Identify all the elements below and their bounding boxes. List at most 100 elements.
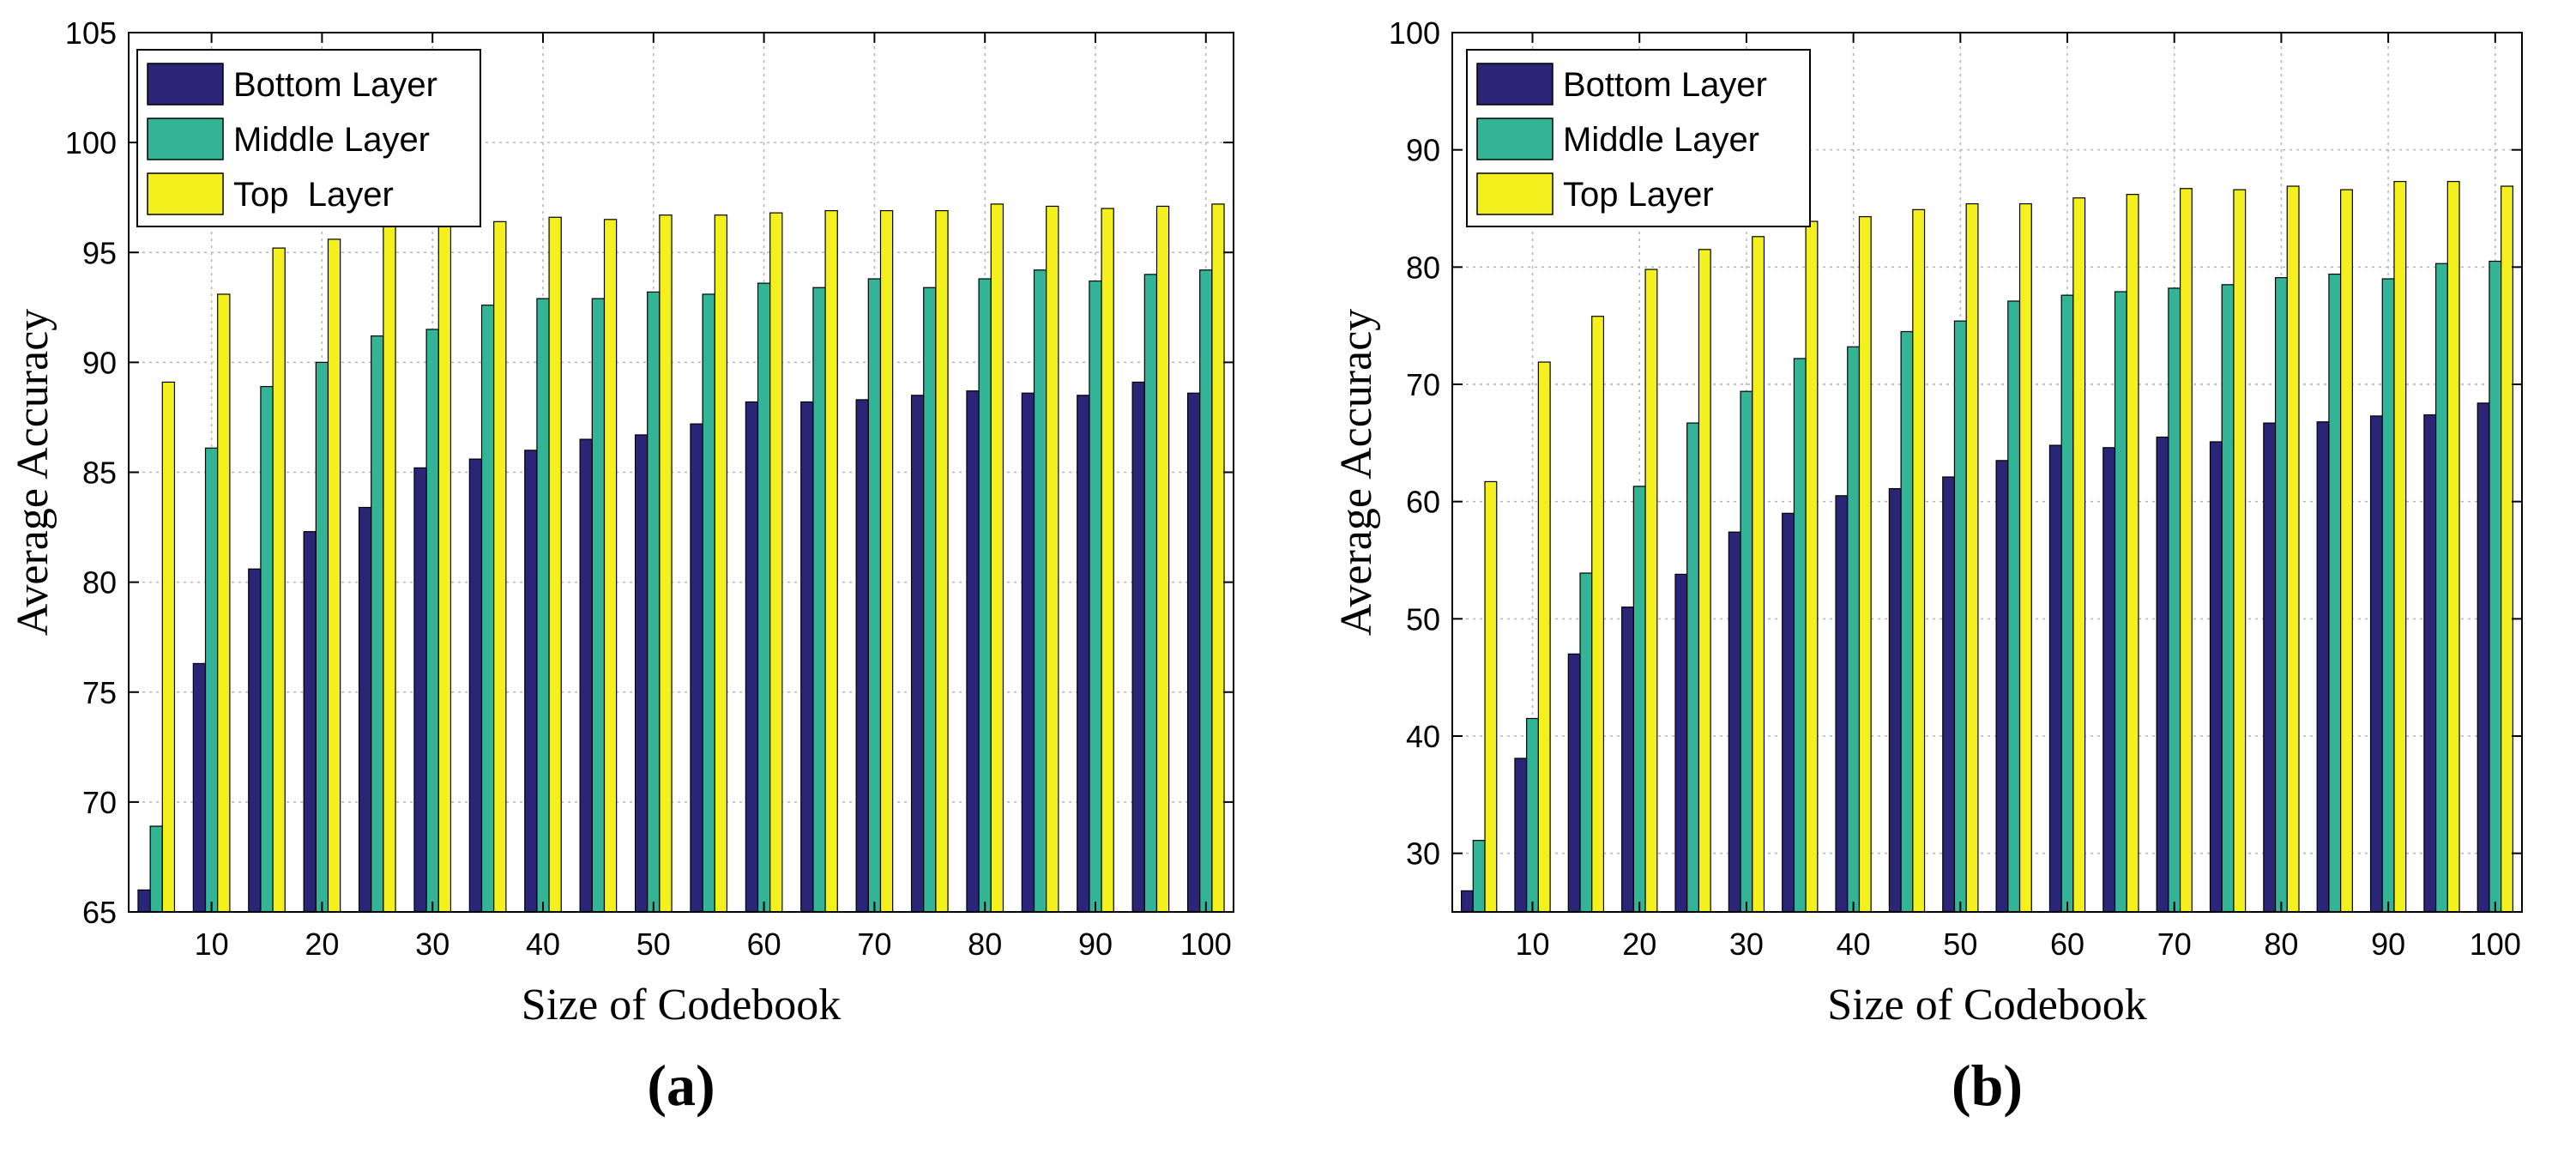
x-tick-label: 60: [747, 927, 781, 962]
bar: [1686, 422, 1700, 913]
panel-label: (b): [1952, 1053, 2023, 1118]
bar: [1526, 717, 1539, 913]
bar: [2018, 202, 2032, 913]
legend-swatch: [1476, 172, 1553, 215]
bar: [824, 209, 838, 913]
bar: [812, 287, 826, 913]
bar: [2316, 421, 2330, 913]
x-tick-label: 20: [305, 927, 339, 962]
legend-label: Top Layer: [1563, 176, 1714, 214]
y-tick-label: 70: [82, 785, 117, 820]
bar: [2369, 415, 2383, 913]
bar: [2393, 180, 2407, 913]
bar: [315, 361, 329, 913]
bar: [2274, 277, 2288, 913]
bar: [1942, 476, 1956, 913]
bar: [800, 401, 814, 913]
x-tick-label: 60: [2050, 927, 2084, 962]
bar: [867, 278, 882, 913]
x-tick-label: 80: [968, 927, 1002, 962]
bar: [647, 291, 661, 913]
bar: [1579, 572, 1593, 913]
bar: [659, 214, 673, 913]
bar: [1567, 653, 1581, 913]
bar: [2102, 447, 2116, 913]
legend-swatch: [1476, 118, 1553, 160]
bar: [371, 335, 384, 913]
bar: [1155, 205, 1170, 913]
x-tick-label: 100: [1180, 927, 1232, 962]
bar: [2179, 188, 2193, 913]
bar: [935, 209, 949, 913]
bar: [1965, 202, 1979, 913]
bar: [757, 282, 771, 913]
bar: [161, 381, 176, 913]
bar: [524, 450, 538, 913]
bar: [1835, 495, 1849, 913]
bar: [1740, 390, 1753, 913]
legend-label: Middle Layer: [1563, 121, 1759, 159]
bar: [1847, 346, 1861, 913]
x-axis-title: Size of Codebook: [522, 981, 842, 1029]
bar: [2286, 185, 2300, 913]
series-top-layer: [1484, 180, 2514, 913]
bar: [1912, 208, 1926, 913]
bar: [910, 395, 925, 913]
bar: [1674, 573, 1688, 913]
bar: [1621, 607, 1634, 913]
bar: [2072, 197, 2086, 913]
bar: [1728, 531, 1741, 913]
x-axis-title: Size of Codebook: [1827, 981, 2147, 1029]
panel-label: (a): [647, 1053, 715, 1118]
x-tick-label: 80: [2264, 927, 2298, 962]
bar: [1131, 381, 1145, 913]
bar: [1021, 392, 1035, 913]
legend-swatch: [1476, 63, 1553, 106]
bar: [437, 220, 452, 913]
y-tick-label: 100: [1389, 15, 1440, 51]
bar: [1460, 890, 1474, 913]
x-tick-label: 40: [526, 927, 560, 962]
y-tick-label: 80: [1406, 250, 1440, 285]
x-tick-label: 70: [857, 927, 891, 962]
bar: [1101, 208, 1114, 913]
bar: [634, 434, 649, 913]
bar: [217, 293, 231, 913]
bar: [137, 889, 151, 913]
series-middle-layer: [149, 269, 1213, 913]
x-tick-label: 50: [636, 927, 671, 962]
bar: [1046, 205, 1059, 913]
series-bottom-layer: [1460, 402, 2490, 913]
bar: [2435, 263, 2448, 913]
bar: [2381, 278, 2395, 913]
bar: [2114, 291, 2127, 913]
bar: [383, 223, 396, 913]
y-tick-label: 85: [82, 456, 117, 491]
bar: [1537, 361, 1551, 913]
y-tick-label: 105: [65, 15, 117, 51]
bar: [603, 219, 618, 913]
legend-swatch: [147, 63, 224, 106]
bar: [327, 238, 341, 913]
y-tick-label: 100: [65, 125, 117, 160]
bar: [2168, 287, 2181, 913]
bar: [425, 329, 439, 913]
bar: [536, 298, 550, 913]
y-tick-label: 40: [1406, 719, 1440, 754]
y-tick-label: 50: [1406, 601, 1440, 637]
x-tick-label: 50: [1943, 927, 1977, 962]
bar: [1793, 358, 1807, 913]
bar: [1858, 215, 1872, 913]
bar: [1089, 280, 1102, 913]
bar: [1484, 480, 1498, 913]
bar: [149, 825, 163, 913]
legend-label: Middle Layer: [233, 121, 430, 159]
y-tick-label: 75: [82, 675, 117, 710]
bar: [2126, 194, 2139, 913]
bar: [2489, 260, 2502, 913]
legend-label: Top Layer: [233, 176, 394, 214]
bar: [2233, 189, 2247, 913]
bar: [966, 390, 980, 913]
bar: [2221, 284, 2235, 913]
bar: [2048, 444, 2062, 913]
